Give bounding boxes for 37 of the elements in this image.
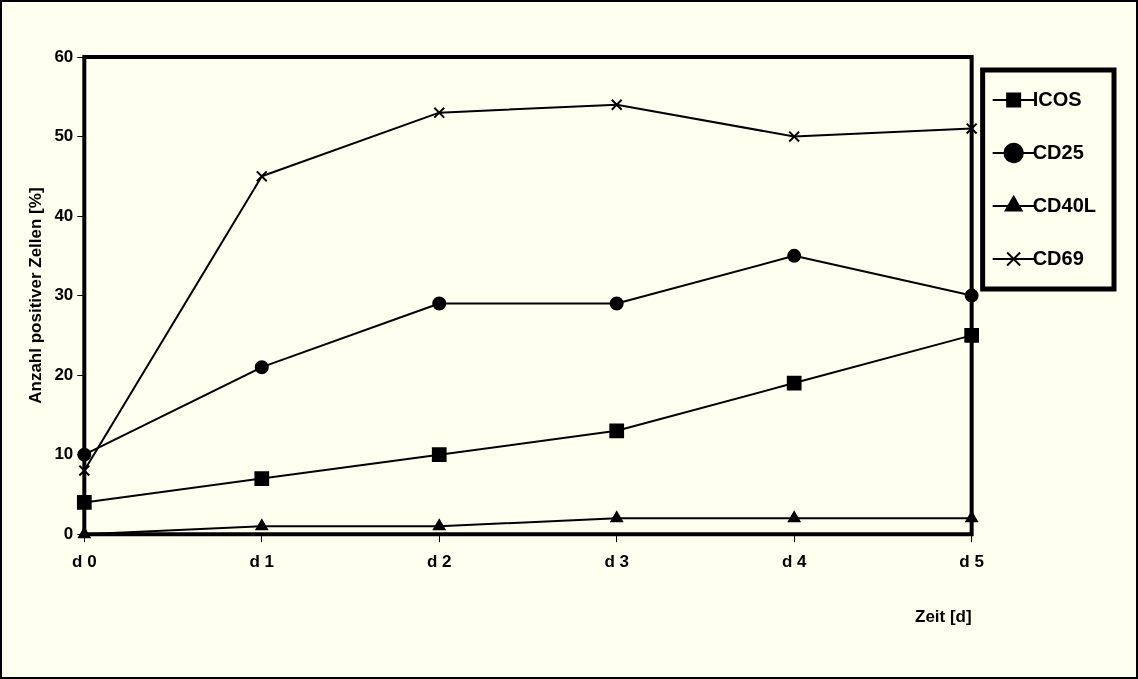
point bbox=[609, 423, 625, 439]
y-tick-label: 20 bbox=[54, 364, 74, 384]
point bbox=[787, 511, 801, 523]
x-tick-label: d 1 bbox=[249, 552, 275, 572]
point bbox=[255, 170, 268, 183]
y-tick-label: 10 bbox=[54, 444, 74, 464]
x-axis-title: Zeit [d] bbox=[914, 607, 972, 627]
y-tick-label: 0 bbox=[63, 523, 74, 543]
x-tick-label: d 3 bbox=[604, 552, 629, 572]
point bbox=[254, 471, 270, 486]
point bbox=[786, 375, 802, 391]
point bbox=[965, 122, 978, 135]
point bbox=[432, 296, 447, 311]
point bbox=[255, 519, 268, 531]
x-tick-label: d 2 bbox=[426, 552, 452, 572]
y-axis-title: Anzahl positiver Zellen [%] bbox=[25, 187, 45, 404]
x-tick-label: d 4 bbox=[781, 552, 808, 572]
point bbox=[788, 130, 801, 143]
y-tick-label: 40 bbox=[54, 205, 74, 225]
point bbox=[787, 248, 802, 263]
legend-label: CD25 bbox=[1032, 140, 1084, 163]
legend-label: CD69 bbox=[1032, 246, 1084, 269]
point bbox=[609, 296, 624, 311]
point bbox=[431, 447, 447, 463]
point bbox=[254, 360, 269, 375]
legend-label: ICOS bbox=[1032, 87, 1082, 110]
y-tick-label: 50 bbox=[54, 126, 74, 146]
point bbox=[610, 98, 623, 111]
legend-label: CD40L bbox=[1032, 193, 1097, 216]
point bbox=[433, 106, 446, 119]
point bbox=[610, 511, 623, 523]
y-tick-label: 60 bbox=[54, 46, 74, 66]
x-tick-label: d 0 bbox=[72, 552, 97, 572]
y-tick-label: 30 bbox=[54, 285, 74, 305]
point bbox=[433, 519, 446, 531]
x-tick-label: d 5 bbox=[959, 552, 984, 572]
point bbox=[78, 464, 91, 477]
